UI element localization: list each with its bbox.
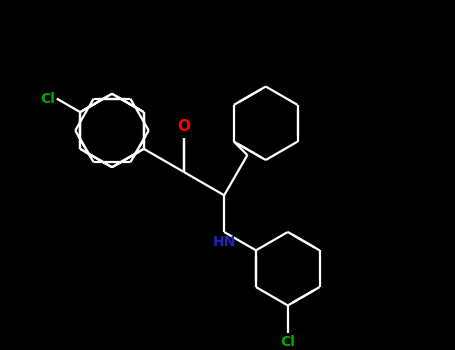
Text: HN: HN: [212, 235, 236, 249]
Text: Cl: Cl: [40, 92, 55, 106]
Text: Cl: Cl: [280, 335, 295, 349]
Text: O: O: [177, 119, 191, 134]
